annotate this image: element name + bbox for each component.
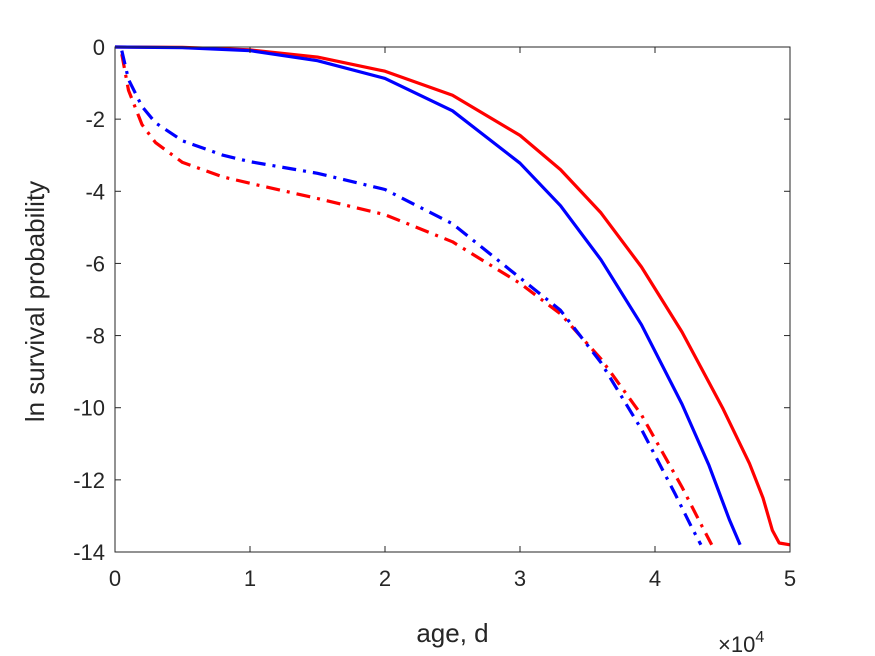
series-line-1 [114, 45, 791, 547]
y-tick-label: 0 [93, 35, 105, 60]
x-tick-label: 1 [244, 566, 256, 591]
x-tick-label: 2 [379, 566, 391, 591]
ticks-layer [114, 46, 791, 553]
y-axis-title: ln survival probability [20, 181, 50, 422]
plot-area-frame [114, 46, 791, 553]
x-tick-label: 5 [784, 566, 796, 591]
series-line-4 [120, 50, 703, 546]
y-tick-label: -14 [73, 540, 105, 565]
x-axis-multiplier: ×104 [718, 629, 764, 656]
x-axis-multiplier-base: ×10 [718, 632, 755, 656]
y-tick-label: -8 [85, 324, 105, 349]
series-line-3 [120, 53, 714, 546]
series-layer [114, 45, 791, 547]
x-axis-title: age, d [416, 618, 488, 648]
x-axis-multiplier-exponent: 4 [755, 629, 764, 646]
y-tick-label: -12 [73, 468, 105, 493]
y-tick-label: -4 [85, 179, 105, 204]
series-line-2 [114, 45, 742, 546]
x-tick-label: 3 [514, 566, 526, 591]
tick-labels-layer: 0 1 2 3 4 5 0 -2 -4 -6 -8 -10 -12 -14 [73, 35, 796, 591]
x-tick-label: 0 [109, 566, 121, 591]
y-tick-label: -10 [73, 396, 105, 421]
x-tick-label: 4 [649, 566, 661, 591]
y-tick-label: -6 [85, 251, 105, 276]
y-tick-label: -2 [85, 107, 105, 132]
